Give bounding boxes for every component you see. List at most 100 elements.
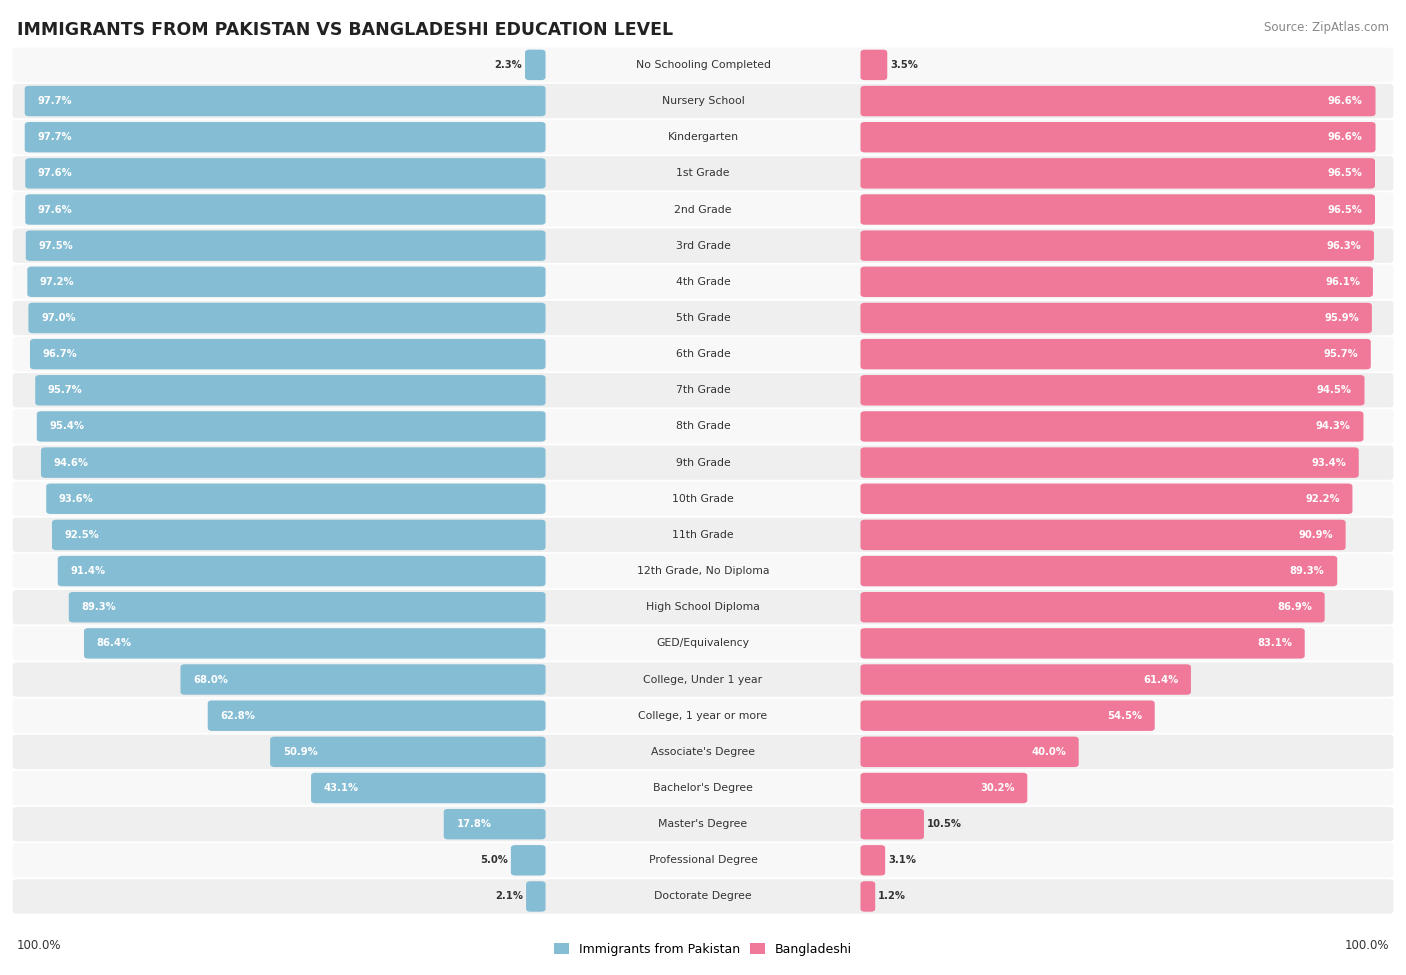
- Text: 93.6%: 93.6%: [59, 493, 94, 504]
- Text: 12th Grade, No Diploma: 12th Grade, No Diploma: [637, 566, 769, 576]
- Text: 91.4%: 91.4%: [70, 566, 105, 576]
- FancyBboxPatch shape: [13, 735, 1393, 769]
- FancyBboxPatch shape: [25, 122, 546, 152]
- Text: 83.1%: 83.1%: [1257, 639, 1292, 648]
- FancyBboxPatch shape: [311, 773, 546, 803]
- Text: College, Under 1 year: College, Under 1 year: [644, 675, 762, 684]
- FancyBboxPatch shape: [28, 303, 546, 333]
- Text: 5.0%: 5.0%: [481, 855, 508, 866]
- FancyBboxPatch shape: [37, 411, 546, 442]
- FancyBboxPatch shape: [860, 556, 1337, 586]
- Text: 7th Grade: 7th Grade: [676, 385, 730, 395]
- Text: No Schooling Completed: No Schooling Completed: [636, 59, 770, 70]
- FancyBboxPatch shape: [860, 122, 1375, 152]
- Text: High School Diploma: High School Diploma: [647, 603, 759, 612]
- Text: 95.9%: 95.9%: [1324, 313, 1360, 323]
- FancyBboxPatch shape: [13, 410, 1393, 444]
- FancyBboxPatch shape: [25, 158, 546, 188]
- FancyBboxPatch shape: [208, 700, 546, 731]
- FancyBboxPatch shape: [13, 554, 1393, 588]
- FancyBboxPatch shape: [860, 700, 1154, 731]
- Text: 96.6%: 96.6%: [1329, 96, 1362, 106]
- Text: 43.1%: 43.1%: [323, 783, 359, 793]
- Text: Nursery School: Nursery School: [662, 96, 744, 106]
- FancyBboxPatch shape: [270, 737, 546, 767]
- Text: 68.0%: 68.0%: [193, 675, 228, 684]
- Text: 97.7%: 97.7%: [38, 133, 72, 142]
- FancyBboxPatch shape: [860, 484, 1353, 514]
- Text: 100.0%: 100.0%: [1344, 939, 1389, 953]
- FancyBboxPatch shape: [860, 266, 1372, 297]
- FancyBboxPatch shape: [13, 301, 1393, 335]
- FancyBboxPatch shape: [13, 590, 1393, 624]
- Text: 1.2%: 1.2%: [877, 891, 905, 902]
- Text: 10.5%: 10.5%: [927, 819, 962, 829]
- FancyBboxPatch shape: [860, 664, 1191, 695]
- Text: Master's Degree: Master's Degree: [658, 819, 748, 829]
- FancyBboxPatch shape: [30, 339, 546, 370]
- FancyBboxPatch shape: [860, 303, 1372, 333]
- Text: 96.5%: 96.5%: [1327, 205, 1362, 214]
- FancyBboxPatch shape: [84, 628, 546, 658]
- FancyBboxPatch shape: [58, 556, 546, 586]
- Text: 97.0%: 97.0%: [41, 313, 76, 323]
- Text: 30.2%: 30.2%: [980, 783, 1015, 793]
- FancyBboxPatch shape: [860, 881, 875, 912]
- FancyBboxPatch shape: [526, 881, 546, 912]
- FancyBboxPatch shape: [25, 194, 546, 224]
- Text: Kindergarten: Kindergarten: [668, 133, 738, 142]
- Text: 3rd Grade: 3rd Grade: [675, 241, 731, 251]
- Text: 62.8%: 62.8%: [221, 711, 256, 721]
- Text: 6th Grade: 6th Grade: [676, 349, 730, 359]
- FancyBboxPatch shape: [13, 446, 1393, 480]
- FancyBboxPatch shape: [860, 230, 1374, 261]
- Text: 93.4%: 93.4%: [1312, 457, 1346, 468]
- Text: 97.7%: 97.7%: [38, 96, 72, 106]
- Text: 50.9%: 50.9%: [283, 747, 318, 757]
- FancyBboxPatch shape: [13, 156, 1393, 190]
- FancyBboxPatch shape: [860, 845, 886, 876]
- FancyBboxPatch shape: [13, 192, 1393, 226]
- FancyBboxPatch shape: [69, 592, 546, 622]
- FancyBboxPatch shape: [860, 592, 1324, 622]
- Text: 96.7%: 96.7%: [42, 349, 77, 359]
- FancyBboxPatch shape: [13, 843, 1393, 878]
- FancyBboxPatch shape: [860, 375, 1364, 406]
- FancyBboxPatch shape: [860, 520, 1346, 550]
- Text: 9th Grade: 9th Grade: [676, 457, 730, 468]
- FancyBboxPatch shape: [510, 845, 546, 876]
- Text: 95.7%: 95.7%: [48, 385, 83, 395]
- Text: 100.0%: 100.0%: [17, 939, 62, 953]
- Text: Bachelor's Degree: Bachelor's Degree: [652, 783, 754, 793]
- Text: 89.3%: 89.3%: [1289, 566, 1324, 576]
- FancyBboxPatch shape: [860, 86, 1375, 116]
- Text: 90.9%: 90.9%: [1298, 529, 1333, 540]
- FancyBboxPatch shape: [444, 809, 546, 839]
- FancyBboxPatch shape: [860, 194, 1375, 224]
- Text: 94.3%: 94.3%: [1316, 421, 1351, 432]
- Text: 94.6%: 94.6%: [53, 457, 89, 468]
- Text: 96.3%: 96.3%: [1326, 241, 1361, 251]
- FancyBboxPatch shape: [13, 662, 1393, 697]
- FancyBboxPatch shape: [860, 339, 1371, 370]
- FancyBboxPatch shape: [13, 698, 1393, 733]
- Text: 3.5%: 3.5%: [890, 59, 918, 70]
- Text: 95.4%: 95.4%: [49, 421, 84, 432]
- Text: 10th Grade: 10th Grade: [672, 493, 734, 504]
- Text: College, 1 year or more: College, 1 year or more: [638, 711, 768, 721]
- FancyBboxPatch shape: [25, 230, 546, 261]
- FancyBboxPatch shape: [860, 809, 924, 839]
- Text: 97.2%: 97.2%: [39, 277, 75, 287]
- FancyBboxPatch shape: [13, 120, 1393, 154]
- Text: GED/Equivalency: GED/Equivalency: [657, 639, 749, 648]
- FancyBboxPatch shape: [860, 773, 1028, 803]
- Text: 94.5%: 94.5%: [1317, 385, 1351, 395]
- Legend: Immigrants from Pakistan, Bangladeshi: Immigrants from Pakistan, Bangladeshi: [548, 938, 858, 961]
- Text: 86.4%: 86.4%: [97, 639, 132, 648]
- Text: 2.1%: 2.1%: [495, 891, 523, 902]
- Text: Source: ZipAtlas.com: Source: ZipAtlas.com: [1264, 21, 1389, 34]
- FancyBboxPatch shape: [860, 158, 1375, 188]
- Text: 5th Grade: 5th Grade: [676, 313, 730, 323]
- Text: 40.0%: 40.0%: [1031, 747, 1066, 757]
- FancyBboxPatch shape: [860, 411, 1364, 442]
